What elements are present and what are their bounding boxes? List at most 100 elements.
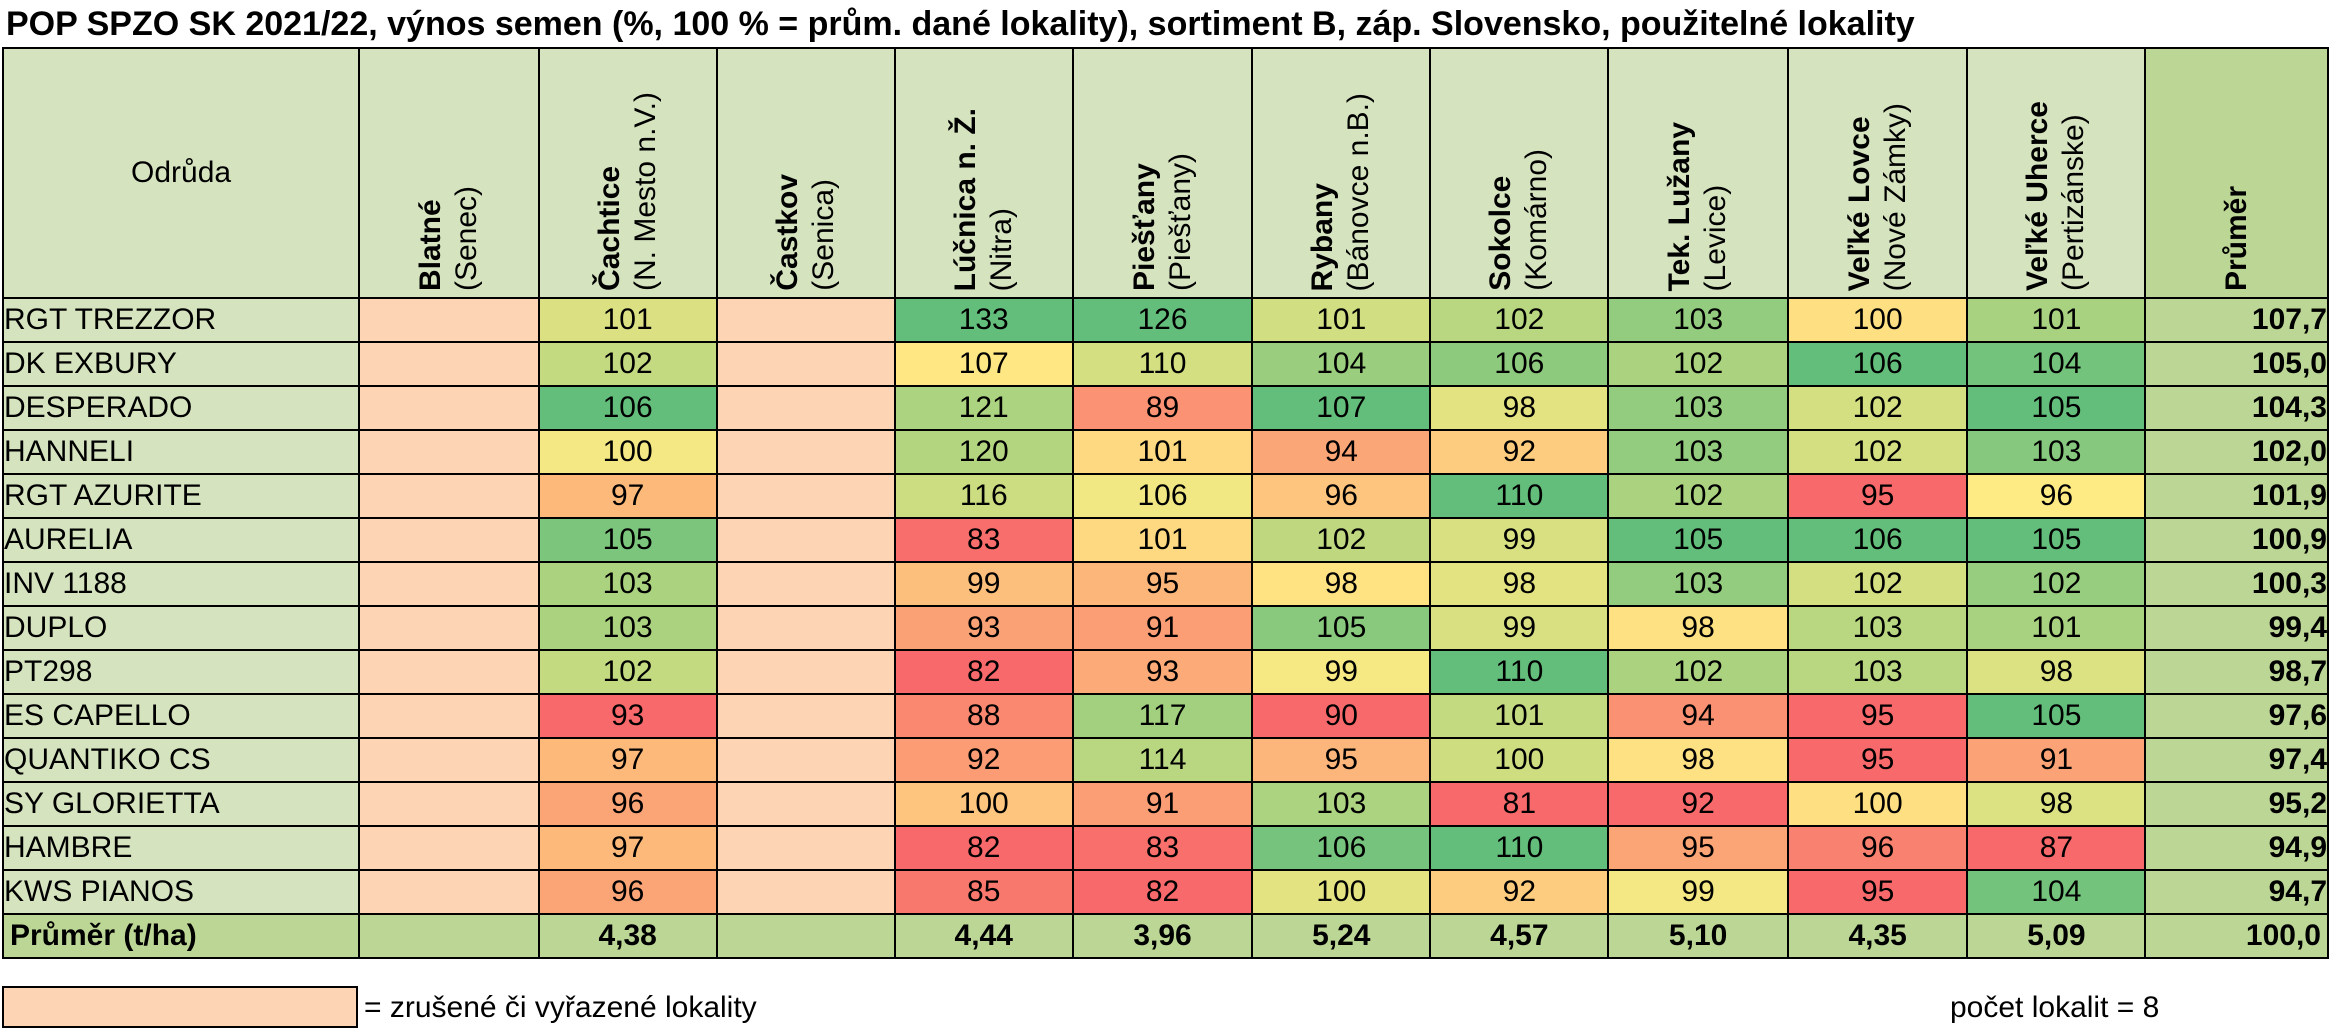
value-cell: 106 [1786,341,1969,387]
value-cell: 102 [1607,473,1789,519]
value-cell: 103 [1786,605,1969,651]
value-cell: 94 [1251,429,1432,475]
value-cell: 101 [1071,517,1254,563]
value-cell: 89 [1071,385,1254,431]
value-cell: 105 [537,517,718,563]
value-cell: 114 [1071,737,1254,783]
row-average: 94,7 [2144,869,2329,915]
legend-text: = zrušené či vyřazené lokality [364,991,757,1024]
value-cell: 93 [1071,649,1254,695]
value-cell: 99 [1607,869,1789,915]
average-header-label: Průměr [2219,185,2253,291]
value-cell [358,561,540,607]
row-average: 95,2 [2144,781,2329,827]
value-cell: 95 [1251,737,1432,783]
value-cell: 102 [537,649,718,695]
value-cell [715,561,896,607]
location-name: Rybany [1306,182,1340,291]
variety-name: KWS PIANOS [1,869,361,915]
value-cell: 105 [1966,385,2147,431]
value-cell: 96 [1786,825,1969,871]
value-cell: 97 [537,737,718,783]
location-region: (Komárno) [1520,149,1554,291]
row-average: 97,6 [2144,693,2329,739]
value-cell: 120 [893,429,1074,475]
value-cell: 95 [1071,561,1254,607]
value-cell: 96 [537,869,718,915]
value-cell: 106 [1786,517,1969,563]
footer-value: 4,57 [1429,913,1610,959]
location-region: (Pertizánske) [2057,114,2091,291]
value-cell [358,517,540,563]
value-cell: 92 [1429,429,1610,475]
table-row: HAMBRE 97 82 83 106 110 95 96 87 94,9 [1,825,2329,871]
value-cell: 110 [1429,473,1610,519]
value-cell: 116 [893,473,1074,519]
location-name: Lúčnica n. Ž. [948,107,982,291]
value-cell [358,781,540,827]
value-cell [715,825,896,871]
value-cell: 92 [1429,869,1610,915]
value-cell: 85 [893,869,1074,915]
value-cell: 87 [1966,825,2147,871]
value-cell: 121 [893,385,1074,431]
variety-name: QUANTIKO CS [1,737,361,783]
value-cell: 102 [1251,517,1432,563]
location-header: Piešťany (Piešťany) [1071,47,1254,299]
value-cell [715,781,896,827]
variety-name: DESPERADO [1,385,361,431]
value-cell: 82 [893,649,1074,695]
location-name: Veľké Uherce [2021,100,2055,291]
yield-table: Odrůda Blatné (Senec) Čachtice (N. Mesto n… [1,47,2329,959]
value-cell: 97 [537,825,718,871]
footer-value [358,913,540,959]
variety-name: RGT TREZZOR [1,297,361,343]
footer-value: 5,09 [1966,913,2147,959]
row-average: 94,9 [2144,825,2329,871]
location-header: Častkov (Senica) [715,47,896,299]
location-header: Rybany (Bánovce n.B.) [1251,47,1432,299]
value-cell [358,605,540,651]
value-cell [715,473,896,519]
value-cell: 102 [1607,649,1789,695]
value-cell: 99 [1429,605,1610,651]
value-cell: 100 [1786,297,1969,343]
header-row: Odrůda Blatné (Senec) Čachtice (N. Mesto n… [1,47,2329,299]
value-cell [715,517,896,563]
value-cell [358,693,540,739]
value-cell: 102 [1966,561,2147,607]
value-cell [715,649,896,695]
value-cell: 82 [893,825,1074,871]
value-cell: 100 [1251,869,1432,915]
row-average: 102,0 [2144,429,2329,475]
value-cell: 95 [1786,693,1969,739]
average-header: Průměr [2144,47,2329,299]
location-region: (Levice) [1699,184,1733,291]
legend-swatch [2,986,358,1028]
value-cell: 110 [1429,825,1610,871]
location-header: Tek. Lužany (Levice) [1607,47,1789,299]
value-cell: 105 [1607,517,1789,563]
location-count: počet lokalit = 8 [1950,991,2160,1024]
value-cell: 105 [1966,517,2147,563]
variety-name: PT298 [1,649,361,695]
value-cell: 96 [1966,473,2147,519]
footer-value: 5,10 [1607,913,1789,959]
location-name: Sokolce [1484,175,1518,291]
table-row: RGT AZURITE 97 116 106 96 110 102 95 96 101,9 [1,473,2329,519]
value-cell: 99 [1429,517,1610,563]
row-average: 107,7 [2144,297,2329,343]
value-cell: 110 [1071,341,1254,387]
value-cell: 100 [1786,781,1969,827]
value-cell: 100 [1429,737,1610,783]
value-cell: 101 [1966,297,2147,343]
value-cell: 93 [537,693,718,739]
value-cell [715,693,896,739]
value-cell [358,385,540,431]
variety-header: Odrůda [1,47,361,299]
value-cell: 110 [1429,649,1610,695]
variety-name: DK EXBURY [1,341,361,387]
value-cell: 91 [1966,737,2147,783]
value-cell: 106 [537,385,718,431]
value-cell [358,869,540,915]
